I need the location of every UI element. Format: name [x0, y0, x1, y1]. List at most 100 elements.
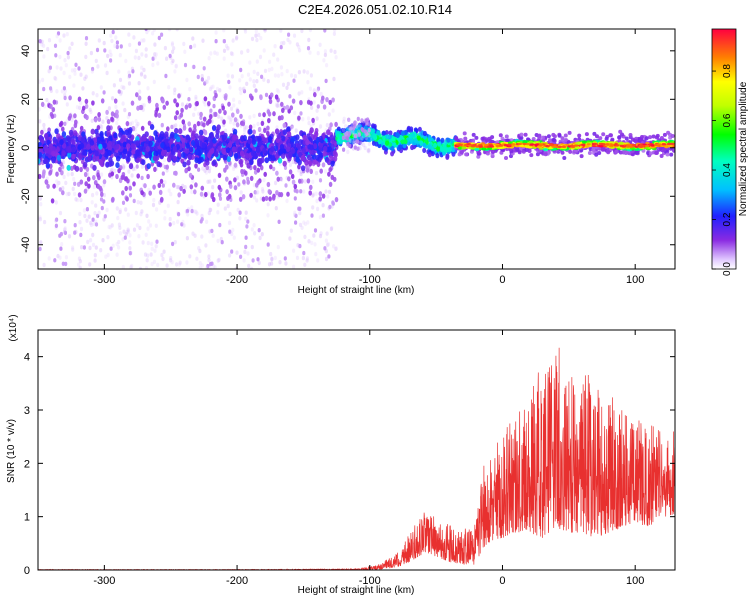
spectrogram-cell: [140, 209, 144, 214]
spectrogram-cell: [103, 63, 108, 68]
spectrogram-cell: [195, 100, 199, 107]
spectrogram-cell: [63, 95, 67, 101]
spectrogram-cell: [225, 176, 229, 182]
spectrogram-cell: [138, 89, 142, 94]
spectrogram-cell: [606, 150, 611, 155]
spectrogram-cell: [318, 42, 322, 47]
spectrogram-cell: [306, 178, 311, 184]
spectrogram-cell: [260, 232, 264, 237]
spectrogram-cell: [395, 132, 400, 138]
spectrogram-cell: [288, 40, 292, 45]
spectrogram-cell: [39, 202, 43, 207]
spectrogram-cell: [42, 54, 46, 59]
spectrogram-cell: [79, 100, 83, 106]
spectrogram-cell: [184, 168, 188, 174]
spectrogram-cell: [280, 41, 284, 46]
spectrogram-cell: [128, 233, 132, 238]
spectrogram-cell: [91, 66, 95, 72]
spectrogram-cell: [328, 181, 333, 187]
spectrogram-cell: [146, 173, 150, 180]
spectrogram-cell: [96, 125, 101, 131]
spectrogram-cell: [267, 189, 272, 195]
spectrogram-cell: [255, 147, 261, 153]
spectrogram-cell: [245, 153, 250, 159]
spectrogram-cell: [263, 29, 267, 33]
spectrogram-cell: [256, 257, 260, 262]
spectrogram-cell: [324, 256, 329, 262]
spectrogram-cell: [67, 115, 72, 121]
spectrogram-cell: [84, 103, 89, 109]
spectrogram-cell: [72, 130, 78, 137]
spectrogram-cell: [327, 254, 331, 259]
spectrogram-cell: [181, 119, 186, 125]
spectrogram-cell: [140, 52, 144, 57]
spectrogram-cell: [276, 57, 280, 62]
spectrogram-cell: [524, 148, 529, 152]
spectrogram-cell: [587, 151, 592, 155]
spectrogram-cell: [180, 107, 184, 113]
spectrogram-cell: [276, 89, 281, 94]
spectrogram-cell: [327, 189, 332, 195]
spectrogram-cell: [132, 227, 137, 232]
spectrogram-cell: [262, 177, 266, 183]
spectrogram-cell: [104, 254, 108, 259]
spectrogram-cell: [191, 36, 195, 41]
spectrogram-cell: [323, 49, 327, 54]
spectrogram-cell: [328, 99, 333, 105]
spectrogram-cell: [183, 185, 187, 190]
spectrogram-cell: [230, 249, 234, 254]
spectrogram-cell: [259, 36, 263, 41]
spectrogram-cell: [73, 71, 77, 76]
spectrogram-cell: [309, 73, 313, 78]
spectrogram-cell: [308, 50, 312, 55]
spectrogram-cell: [194, 182, 198, 188]
spectrogram-cell: [284, 183, 288, 188]
spectrogram-cell: [155, 102, 159, 108]
spectrogram-cell: [115, 206, 119, 211]
spectrogram-cell: [146, 240, 150, 246]
spectrogram-cell: [209, 114, 213, 120]
spectrogram-cell: [109, 33, 113, 38]
spectrogram-cell: [349, 126, 353, 131]
spectrogram-cell: [313, 228, 318, 233]
spectrogram-cell: [594, 152, 599, 157]
spectrogram-cell: [173, 87, 177, 92]
spectrogram-cell: [91, 217, 95, 222]
spectrogram-cell: [99, 248, 103, 253]
spectrogram-cell: [273, 255, 277, 261]
spectrogram-cell: [262, 48, 266, 53]
spectrogram-cell: [149, 252, 153, 257]
spectrogram-cell: [310, 105, 314, 111]
spectrogram-cell: [116, 155, 121, 162]
spectrogram-cell: [152, 184, 156, 190]
spectrogram-cell: [252, 69, 256, 75]
spectrogram-cell: [252, 223, 256, 228]
spectrogram-cell: [170, 41, 175, 46]
spectrogram-cell: [210, 228, 214, 234]
spectrogram-cell: [293, 196, 297, 201]
spectrogram-cell: [170, 260, 174, 265]
spectrogram-cell: [207, 136, 212, 143]
spectrogram-cell: [263, 127, 267, 133]
spectrogram-cell: [91, 242, 96, 248]
spectrogram-cell: [137, 81, 141, 86]
spectrogram-cell: [65, 192, 69, 197]
spectrogram-cell: [225, 147, 231, 154]
spectrogram-cell: [111, 196, 115, 202]
spectrogram-cell: [146, 163, 151, 170]
spectrogram-cell: [266, 109, 271, 115]
spectrogram-cell: [139, 104, 144, 111]
spectrogram-cell: [95, 191, 99, 196]
spectrogram-cell: [309, 100, 313, 106]
spectrogram-cell: [154, 223, 158, 228]
spectrogram-cell: [498, 133, 503, 138]
spectrogram-cell: [235, 122, 240, 128]
spectrogram-cell: [224, 43, 229, 49]
spectrogram-cell: [164, 131, 169, 138]
spectrogram-cell: [654, 151, 659, 155]
spectrogram-cell: [216, 210, 220, 215]
spectrogram-cell: [422, 142, 427, 148]
spectrogram-cell: [329, 122, 333, 128]
spectrogram-cell: [180, 222, 184, 227]
spectrogram-cell: [83, 213, 87, 219]
